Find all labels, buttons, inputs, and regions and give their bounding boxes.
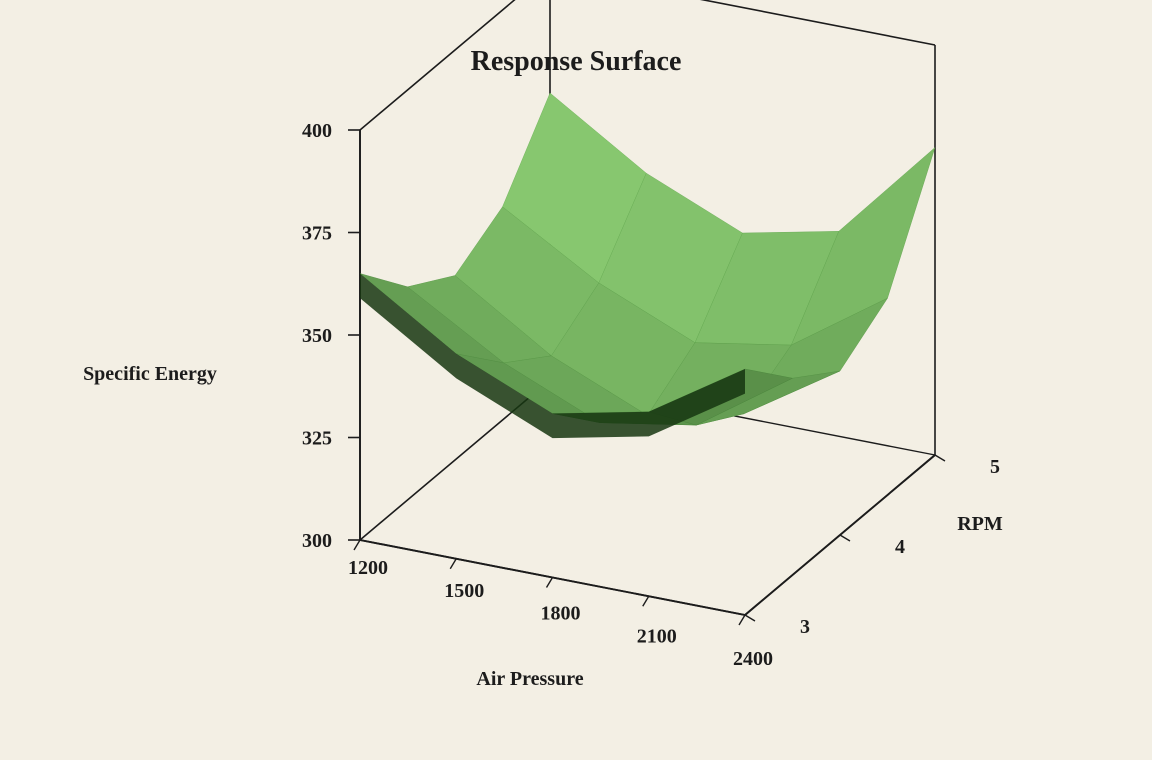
y-tick-label: 3 bbox=[800, 616, 810, 638]
x-axis-label: Air Pressure bbox=[476, 668, 583, 690]
chart-title: Response Surface bbox=[471, 46, 682, 77]
y-tick-label: 4 bbox=[895, 536, 905, 558]
y-axis-label: RPM bbox=[957, 513, 1003, 535]
x-tick-label: 1800 bbox=[541, 603, 581, 625]
x-tick-label: 2400 bbox=[733, 648, 773, 670]
z-tick-label: 300 bbox=[302, 530, 332, 552]
x-tick-label: 1500 bbox=[444, 580, 484, 602]
response-surface-chart: Response Surface 300 325 350 375 400 1200 1500… bbox=[0, 0, 1152, 760]
z-tick-label: 350 bbox=[302, 325, 332, 347]
z-tick-label: 375 bbox=[302, 223, 332, 245]
z-tick-label: 325 bbox=[302, 428, 332, 450]
x-tick-label: 2100 bbox=[637, 625, 677, 647]
y-tick-label: 5 bbox=[990, 456, 1000, 478]
x-tick-label: 1200 bbox=[348, 557, 388, 579]
z-axis-label: Specific Energy bbox=[83, 363, 217, 385]
z-tick-label: 400 bbox=[302, 120, 332, 142]
